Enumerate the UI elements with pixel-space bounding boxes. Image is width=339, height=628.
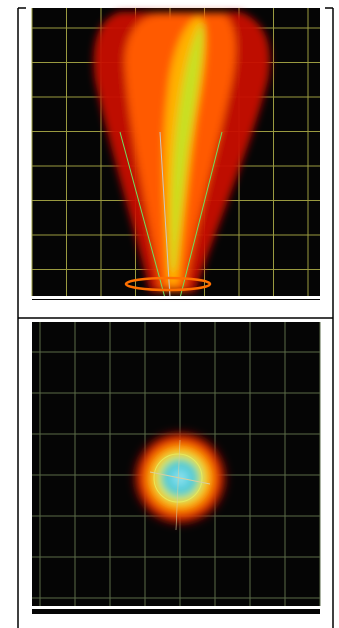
flame-cross-section-image bbox=[32, 322, 320, 614]
page: (() => { const svg = document.getElement… bbox=[0, 0, 339, 628]
image-edge bbox=[32, 296, 320, 299]
flame-side-image bbox=[32, 8, 320, 300]
figure bbox=[0, 0, 339, 628]
image-edge bbox=[32, 606, 320, 609]
